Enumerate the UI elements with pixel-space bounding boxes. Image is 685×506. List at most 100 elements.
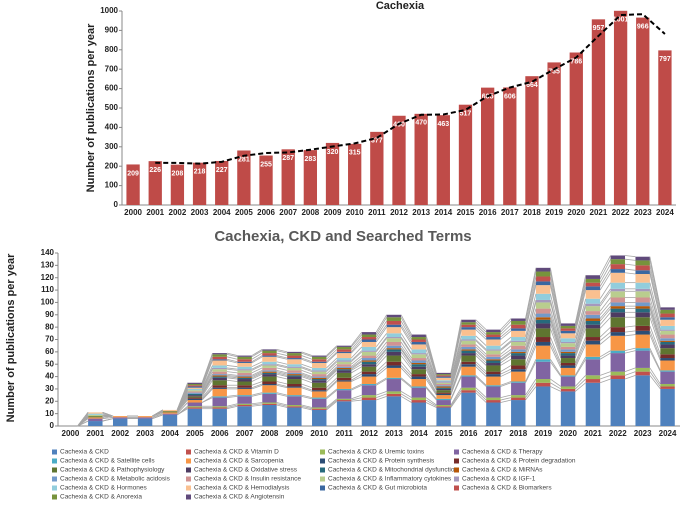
- series-line: [326, 389, 338, 400]
- series-line: [425, 362, 437, 387]
- bar-segment: [486, 360, 501, 363]
- series-line: [475, 366, 487, 377]
- bar-segment: [411, 354, 426, 359]
- bar-segment: [361, 383, 377, 386]
- bar-segment: [660, 360, 675, 371]
- y-tick-label: 20: [45, 396, 54, 405]
- bar-segment: [336, 345, 352, 347]
- series-line: [375, 326, 387, 343]
- bar-segment: [486, 385, 501, 387]
- series-line: [475, 350, 487, 361]
- series-line: [599, 258, 611, 280]
- bar-segment: [312, 408, 327, 410]
- bar-segment: [212, 371, 227, 375]
- y-tick-label: 10: [45, 409, 54, 418]
- y-tick-label: 90: [45, 310, 54, 319]
- y-tick-label: 70: [45, 335, 54, 344]
- series-line: [77, 412, 89, 427]
- bar-segment: [635, 265, 650, 271]
- series-line: [251, 404, 263, 407]
- bar-segment: [187, 397, 203, 399]
- series-line: [574, 286, 587, 331]
- series-line: [400, 320, 412, 340]
- bar-segment: [635, 350, 650, 368]
- series-line: [574, 378, 586, 390]
- series-line: [425, 376, 437, 395]
- bar-segment: [436, 406, 451, 408]
- series-line: [375, 314, 388, 333]
- x-tick-label: 2017: [485, 429, 503, 438]
- bar-segment: [137, 416, 153, 418]
- series-line: [649, 306, 661, 341]
- series-line: [574, 375, 586, 387]
- bar-segment: [187, 388, 203, 391]
- series-line: [251, 365, 263, 371]
- series-line: [475, 389, 487, 401]
- bar-segment: [535, 308, 551, 314]
- bar-segment: [88, 412, 103, 414]
- series-line: [251, 352, 263, 360]
- bar-segment: [262, 365, 277, 368]
- series-line: [475, 361, 487, 372]
- series-line: [574, 320, 587, 354]
- legend-label: Cachexia & CKD & IGF-1: [462, 476, 536, 483]
- bar: [569, 52, 583, 206]
- bar-segment: [336, 349, 352, 352]
- series-line: [276, 350, 288, 354]
- bar-segment: [386, 333, 402, 338]
- bar-segment: [287, 396, 302, 405]
- bar-segment: [610, 371, 626, 376]
- bar-segment: [585, 286, 601, 291]
- series-line: [599, 350, 611, 358]
- series-line: [351, 373, 362, 381]
- series-line: [326, 363, 338, 375]
- series-line: [450, 389, 462, 407]
- series-line: [276, 392, 288, 396]
- series-line: [400, 377, 412, 387]
- bar-segment: [212, 377, 227, 381]
- bar-segment: [585, 303, 601, 307]
- bar-segment: [635, 291, 650, 298]
- bar-segment: [262, 353, 277, 356]
- bar: [591, 19, 606, 206]
- legend-swatch: [186, 467, 191, 473]
- series-line: [375, 341, 387, 356]
- series-line: [251, 370, 263, 376]
- legend-label: Cachexia & CKD & Protein synthesis: [328, 458, 435, 465]
- series-line: [201, 365, 213, 390]
- x-tick-label: 2014: [434, 208, 452, 217]
- legend-label: Cachexia & CKD & Hormones: [60, 485, 147, 492]
- bar-segment: [336, 358, 352, 361]
- bar-segment: [486, 339, 501, 346]
- bar: [480, 87, 495, 205]
- bar-segment: [535, 345, 551, 360]
- series-line: [649, 270, 661, 318]
- x-tick-label: 2011: [335, 429, 353, 438]
- bar-segment: [212, 365, 227, 368]
- bar-segment: [386, 396, 402, 426]
- bar-segment: [585, 320, 601, 325]
- bar-segment: [660, 313, 675, 318]
- legend-label: Cachexia & CKD & Metabolic acidosis: [60, 476, 171, 483]
- series-line: [251, 403, 263, 406]
- bar-segment: [461, 350, 476, 354]
- bar-segment: [287, 364, 302, 367]
- series-line: [599, 312, 611, 325]
- bar-segment: [287, 386, 302, 388]
- legend-swatch: [454, 485, 459, 491]
- series-line: [226, 376, 238, 379]
- bar-segment: [361, 397, 377, 401]
- bar: [170, 164, 185, 205]
- series-line: [351, 341, 363, 354]
- series-line: [152, 409, 163, 417]
- value-label: 227: [216, 167, 228, 174]
- series-line: [301, 386, 313, 391]
- bar-segment: [610, 375, 626, 380]
- legend-swatch: [320, 449, 325, 455]
- legend-label: Cachexia & CKD & Oxidative stress: [194, 467, 298, 474]
- series-line: [375, 336, 387, 351]
- bar-segment: [262, 381, 277, 384]
- bar-segment: [411, 400, 426, 403]
- bar-segment: [336, 360, 352, 362]
- series-line: [152, 413, 163, 418]
